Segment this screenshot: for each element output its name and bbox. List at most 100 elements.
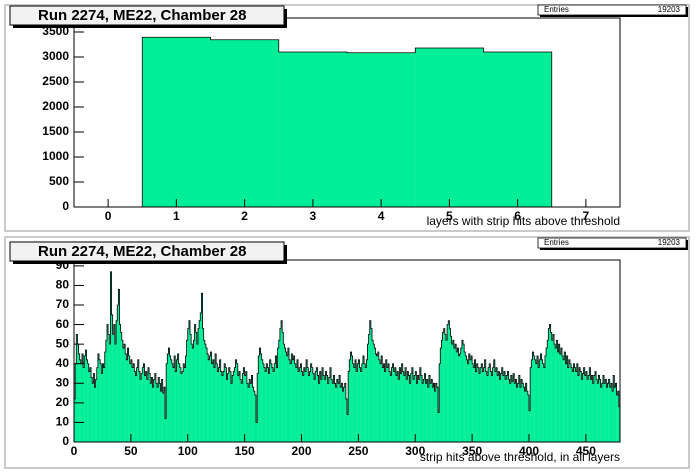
- histogram-bar: [205, 348, 208, 442]
- histogram-bar: [208, 359, 210, 442]
- histogram-bar: [232, 375, 234, 442]
- histogram-bar: [393, 371, 395, 442]
- histogram-bar: [237, 375, 240, 442]
- histogram-bar: [354, 359, 357, 442]
- histogram-bar: [384, 371, 386, 442]
- histogram-bar: [168, 348, 170, 442]
- histogram-bar: [146, 379, 149, 442]
- histogram-bar: [527, 395, 530, 442]
- y-tick-label: 60: [56, 317, 70, 331]
- histogram-bar: [103, 367, 105, 442]
- histogram-bar: [523, 387, 525, 442]
- histogram-bar: [347, 52, 416, 207]
- histogram-bar: [416, 383, 418, 442]
- histogram-bar: [489, 363, 491, 442]
- histogram-bar: [613, 375, 615, 442]
- histogram-bar: [323, 375, 325, 442]
- histogram-bar: [598, 375, 600, 442]
- histogram-bar: [358, 359, 360, 442]
- histogram-bar: [224, 363, 226, 442]
- histogram-bar: [162, 393, 165, 442]
- histogram-bar: [569, 363, 572, 442]
- histogram-bar: [125, 353, 127, 442]
- histogram-bar: [127, 348, 129, 442]
- histogram-bar: [245, 371, 248, 442]
- histogram-bar: [200, 312, 202, 442]
- histogram-bar: [444, 334, 447, 442]
- histogram-bar: [114, 344, 117, 442]
- histogram-bar: [133, 363, 135, 442]
- histogram-bar: [408, 375, 410, 442]
- histogram-bar: [166, 363, 168, 442]
- histogram-bar: [453, 348, 456, 442]
- histogram-bar: [587, 379, 589, 442]
- histogram-bar: [295, 367, 298, 442]
- histogram-bar: [409, 383, 411, 442]
- histogram-bar: [101, 373, 103, 442]
- histogram-bar: [427, 387, 430, 442]
- histogram-bar: [172, 367, 175, 442]
- histogram-bar: [349, 359, 351, 442]
- histogram-bar: [418, 379, 420, 442]
- histogram-bar: [215, 353, 217, 442]
- histogram-bar: [177, 353, 179, 442]
- histogram-bar: [483, 52, 552, 207]
- histogram-bar: [78, 353, 80, 442]
- histogram-bar: [359, 367, 361, 442]
- histogram-bar: [546, 348, 548, 442]
- histogram-bar: [385, 359, 387, 442]
- histogram-bar: [88, 371, 91, 442]
- histogram-bar: [100, 363, 102, 442]
- histogram-bar: [535, 363, 538, 442]
- histogram-bar: [511, 381, 514, 442]
- histogram-bar: [593, 375, 596, 442]
- histogram-bar: [398, 379, 400, 442]
- chart-title: Run 2274, ME22, Chamber 28: [38, 7, 246, 24]
- histogram-bar: [153, 379, 155, 442]
- x-tick-label: 3: [310, 209, 317, 223]
- histogram-bar: [341, 383, 343, 442]
- histogram-bar: [447, 324, 449, 442]
- histogram-bar: [492, 367, 494, 442]
- histogram-bar: [518, 375, 521, 442]
- histogram-bar: [485, 371, 488, 442]
- histogram-bar: [158, 377, 160, 442]
- histogram-bar: [387, 363, 390, 442]
- histogram-bar: [415, 371, 417, 442]
- histogram-bar: [394, 367, 397, 442]
- y-tick-label: 20: [56, 395, 70, 409]
- histogram-bar: [184, 367, 186, 442]
- histogram-bar: [315, 371, 317, 442]
- histogram-bar: [124, 344, 126, 442]
- histogram-bar: [187, 328, 190, 442]
- histogram-bar: [145, 371, 147, 442]
- histogram-bar: [154, 373, 157, 442]
- histogram-bar: [576, 363, 579, 442]
- histogram-bar: [361, 363, 364, 442]
- histogram-bar: [342, 391, 344, 442]
- histogram-bar: [532, 351, 534, 442]
- histogram-bar: [550, 332, 552, 442]
- histogram-bar: [253, 391, 256, 442]
- histogram-bar: [529, 410, 531, 442]
- histogram-bar: [461, 340, 464, 442]
- histogram-bar: [343, 387, 345, 442]
- histogram-bar: [345, 398, 348, 442]
- x-tick-label: 200: [291, 444, 311, 458]
- histogram-bar: [159, 383, 161, 442]
- histogram-bar: [540, 353, 542, 442]
- histogram-bar: [220, 371, 223, 442]
- histogram-bar: [392, 363, 394, 442]
- histogram-bar: [160, 391, 162, 442]
- histogram-outline: [74, 36, 620, 208]
- y-tick-label: 10: [56, 415, 70, 429]
- histogram-bar: [370, 328, 373, 442]
- histogram-bar: [265, 371, 267, 442]
- histogram-bar: [588, 375, 590, 442]
- histogram-bar: [400, 373, 402, 442]
- histogram-bar: [176, 359, 178, 442]
- histogram-bar: [312, 373, 315, 442]
- histogram-bar: [356, 371, 358, 442]
- histogram-bar: [441, 340, 443, 442]
- x-axis-label: strip hits above threshold, in all layer…: [420, 450, 620, 464]
